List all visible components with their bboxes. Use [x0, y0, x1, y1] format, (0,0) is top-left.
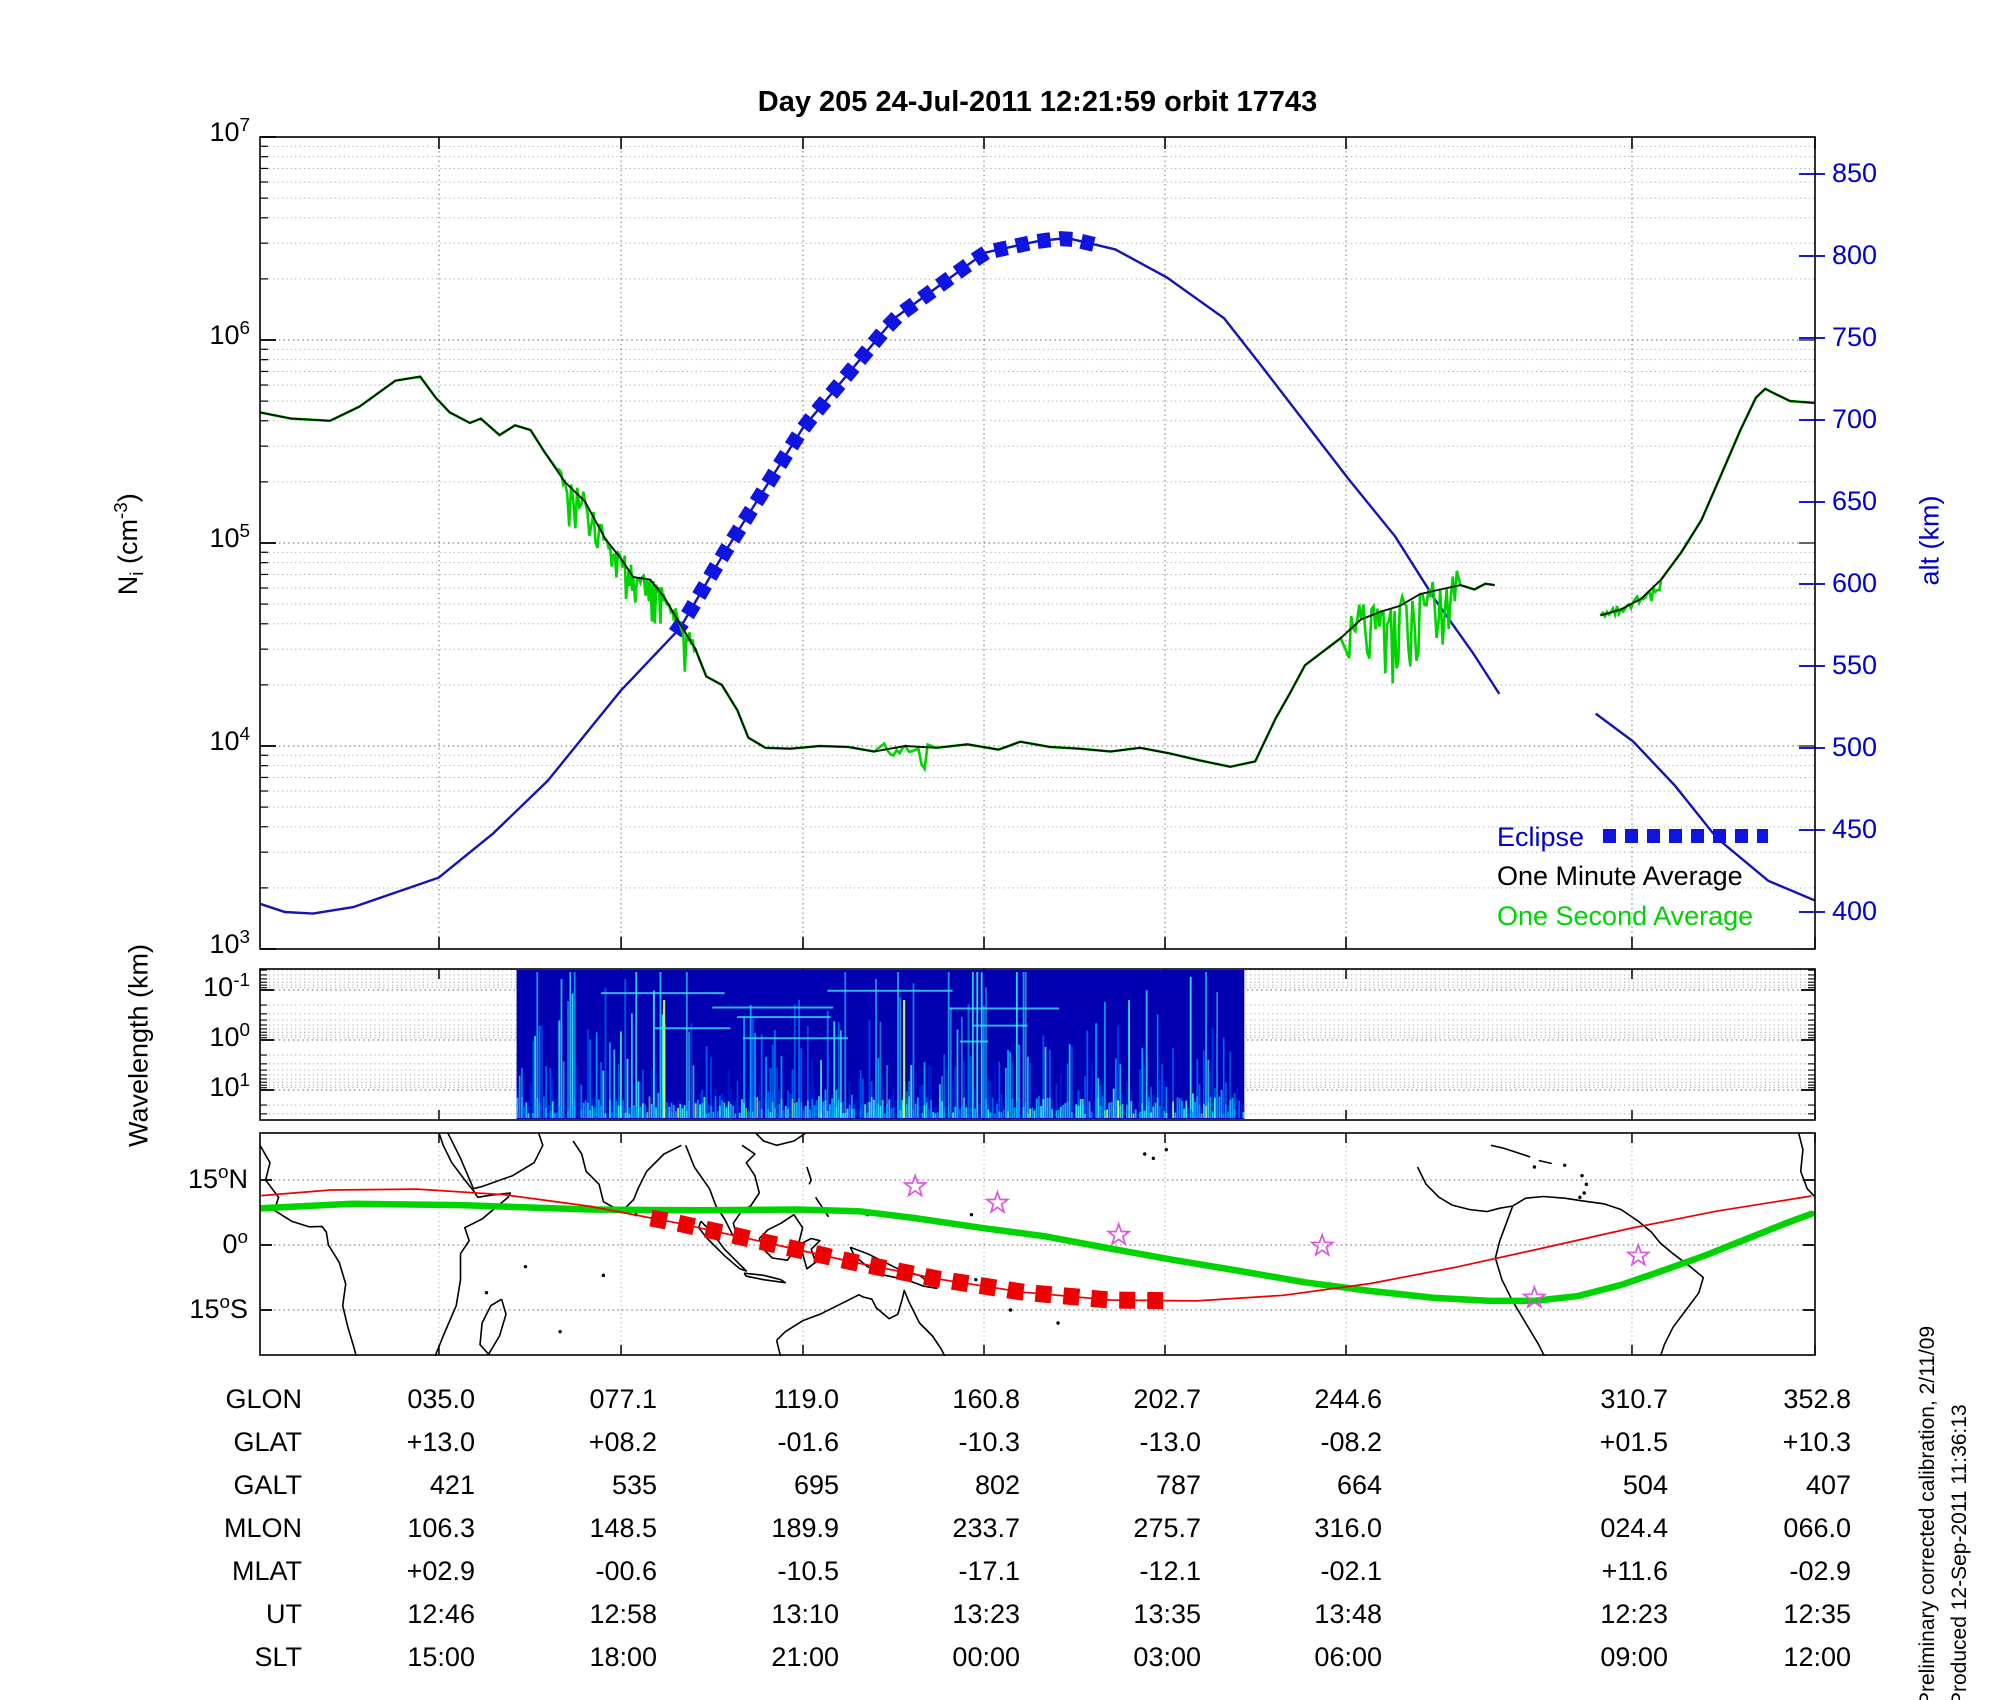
table-cell: 09:00	[1600, 1642, 1668, 1672]
map-lat-label: 0o	[222, 1227, 248, 1259]
calibration-note: Preliminary corrected calibration, 2/11/…	[1916, 1325, 1939, 1700]
table-row-label: MLAT	[231, 1556, 302, 1586]
table-cell: -13.0	[1139, 1427, 1201, 1457]
table-cell: 066.0	[1783, 1513, 1851, 1543]
table-cell: 316.0	[1314, 1513, 1382, 1543]
alt-tick-label: 500	[1832, 732, 1878, 762]
table-cell: 802	[974, 1470, 1020, 1500]
alt-tick-label: 650	[1832, 486, 1878, 516]
table-cell: +10.3	[1782, 1427, 1851, 1457]
density-tick-label: 103	[209, 927, 250, 959]
table-cell: 13:35	[1133, 1599, 1201, 1629]
alt-tick-label: 850	[1832, 158, 1878, 188]
table-cell: -17.1	[958, 1556, 1020, 1586]
wavelength-tick-label: 101	[209, 1070, 250, 1102]
table-cell: 15:00	[407, 1642, 475, 1672]
density-tick-label: 104	[209, 724, 250, 756]
table-cell: 13:23	[952, 1599, 1020, 1629]
table-cell: 03:00	[1133, 1642, 1201, 1672]
alt-tick-label: 550	[1832, 650, 1878, 680]
table-cell: 421	[429, 1470, 475, 1500]
table-cell: -02.9	[1789, 1556, 1851, 1586]
density-axis-label: Ni (cm-3)	[110, 493, 149, 596]
wavelength-tick-label: 100	[209, 1020, 250, 1052]
table-cell: 00:00	[952, 1642, 1020, 1672]
legend-eclipse-label: Eclipse	[1497, 822, 1585, 852]
table-row-label: GLON	[225, 1384, 302, 1414]
table-cell: 233.7	[952, 1513, 1020, 1543]
table-cell: 352.8	[1783, 1384, 1851, 1414]
density-tick-label: 105	[209, 521, 250, 553]
table-cell: 12:58	[589, 1599, 658, 1629]
table-cell: 077.1	[589, 1384, 658, 1414]
table-cell: 13:10	[771, 1599, 839, 1629]
density-tick-label: 107	[209, 115, 250, 147]
legend-one-minute-label: One Minute Average	[1497, 861, 1743, 891]
table-cell: 12:46	[407, 1599, 475, 1629]
table-cell: -10.3	[958, 1427, 1020, 1457]
wavelength-tick-label: 10-1	[203, 970, 250, 1002]
table-cell: 202.7	[1133, 1384, 1201, 1414]
table-cell: 148.5	[589, 1513, 658, 1543]
table-cell: 13:48	[1314, 1599, 1382, 1629]
table-row-label: GLAT	[233, 1427, 302, 1457]
table-row-label: MLON	[223, 1513, 302, 1543]
table-cell: -08.2	[1320, 1427, 1382, 1457]
table-cell: 12:23	[1600, 1599, 1668, 1629]
table-cell: 504	[1622, 1470, 1668, 1500]
density-tick-label: 106	[209, 318, 250, 350]
table-cell: -10.5	[777, 1556, 839, 1586]
table-cell: -01.6	[777, 1427, 839, 1457]
table-cell: 106.3	[407, 1513, 475, 1543]
table-cell: 244.6	[1314, 1384, 1382, 1414]
produced-note: Produced 12-Sep-2011 11:36:13	[1948, 1404, 1971, 1700]
alt-tick-label: 750	[1832, 322, 1878, 352]
table-cell: -00.6	[595, 1556, 658, 1586]
table-row-label: GALT	[233, 1470, 302, 1500]
table-cell: 035.0	[407, 1384, 475, 1414]
table-cell: +02.9	[406, 1556, 475, 1586]
table-cell: 12:00	[1783, 1642, 1851, 1672]
table-cell: +01.5	[1599, 1427, 1668, 1457]
table-row-label: UT	[266, 1599, 302, 1629]
table-cell: 18:00	[589, 1642, 658, 1672]
alt-tick-label: 400	[1832, 896, 1878, 926]
table-row-label: SLT	[254, 1642, 302, 1672]
table-cell: +08.2	[588, 1427, 658, 1457]
table-cell: 407	[1805, 1470, 1851, 1500]
alt-tick-label: 700	[1832, 404, 1878, 434]
table-cell: +11.6	[1601, 1556, 1668, 1586]
alt-tick-label: 800	[1832, 240, 1878, 270]
table-cell: 12:35	[1783, 1599, 1851, 1629]
table-cell: +13.0	[406, 1427, 475, 1457]
table-cell: 664	[1336, 1470, 1382, 1500]
table-cell: 160.8	[952, 1384, 1020, 1414]
alt-tick-label: 450	[1832, 814, 1878, 844]
page-title: Day 205 24-Jul-2011 12:21:59 orbit 17743	[757, 86, 1318, 118]
table-cell: 06:00	[1314, 1642, 1382, 1672]
table-cell: 787	[1155, 1470, 1201, 1500]
table-cell: 695	[793, 1470, 839, 1500]
table-cell: 024.4	[1600, 1513, 1668, 1543]
table-cell: 275.7	[1133, 1513, 1201, 1543]
table-cell: -12.1	[1139, 1556, 1201, 1586]
table-cell: 535	[612, 1470, 658, 1500]
alt-tick-label: 600	[1832, 568, 1878, 598]
map-lat-label: 15oN	[187, 1162, 248, 1194]
table-cell: -02.1	[1320, 1556, 1382, 1586]
table-cell: 189.9	[771, 1513, 839, 1543]
table-cell: 310.7	[1600, 1384, 1668, 1414]
legend-one-second-label: One Second Average	[1497, 901, 1754, 931]
table-cell: 119.0	[773, 1384, 839, 1414]
alt-axis-label: alt (km)	[1914, 495, 1945, 586]
map-lat-label: 15oS	[189, 1291, 248, 1324]
table-cell: 21:00	[771, 1642, 839, 1672]
